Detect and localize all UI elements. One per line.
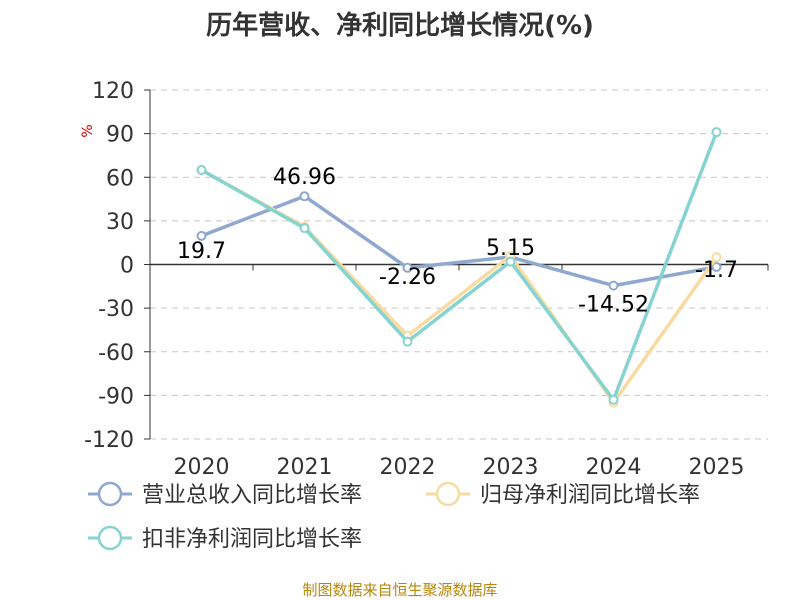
y-tick-label: -60 [98, 341, 134, 366]
y-tick-label: 90 [106, 123, 134, 148]
x-tick-label: 2025 [689, 455, 745, 480]
legend-label: 营业总收入同比增长率 [142, 483, 362, 508]
series-group [196, 127, 722, 408]
y-tick-label: 120 [92, 79, 134, 104]
source-note: 制图数据来自恒生聚源数据库 [302, 581, 497, 599]
legend-label: 扣非净利润同比增长率 [142, 527, 362, 552]
y-tick-label: -120 [84, 428, 134, 453]
y-tick-label: 30 [106, 210, 134, 235]
grid [150, 89, 768, 440]
data-point [299, 223, 310, 234]
legend-item-2[interactable]: 归母净利润同比增长率 [426, 481, 700, 508]
chart-title: 历年营收、净利同比增长情况(%) [206, 10, 594, 41]
data-label: -2.26 [379, 265, 436, 290]
y-tick-label: -90 [98, 384, 134, 409]
data-label: -14.52 [578, 293, 649, 318]
y-tick-label: -30 [98, 297, 134, 322]
x-tick-label: 2022 [380, 455, 436, 480]
data-point [711, 127, 722, 138]
data-point [711, 261, 722, 272]
x-ticks: 2020 2021 2022 2023 2024 2025 [174, 455, 745, 480]
data-point [196, 164, 207, 175]
data-point [402, 336, 413, 347]
data-label: 19.7 [177, 239, 226, 264]
x-tick-label: 2020 [174, 455, 230, 480]
series-line-1 [200, 194, 717, 288]
data-label: 46.96 [273, 165, 336, 190]
data-point [505, 256, 516, 267]
axes [144, 89, 769, 440]
legend-label: 归母净利润同比增长率 [480, 483, 700, 508]
data-label: 5.15 [486, 236, 535, 261]
data-label: -1.7 [695, 258, 738, 283]
legend-marker [97, 481, 123, 507]
legend-marker [97, 525, 123, 551]
legend-item-1[interactable]: 营业总收入同比增长率 [88, 481, 362, 508]
x-tick-label: 2023 [483, 455, 539, 480]
legend-marker [435, 481, 461, 507]
y-tick-label: 60 [106, 166, 134, 191]
y-axis-label: % [80, 124, 96, 137]
x-tick-label: 2021 [277, 455, 333, 480]
series-line-3 [200, 131, 719, 402]
y-ticks: 120 90 60 30 0 -30 -60 -90 -120 [84, 79, 134, 453]
y-tick-label: 0 [120, 254, 134, 279]
x-tick-label: 2024 [586, 455, 642, 480]
legend-item-3[interactable]: 扣非净利润同比增长率 [88, 525, 362, 552]
data-point [711, 252, 722, 263]
data-point [299, 191, 310, 202]
data-point [608, 394, 619, 405]
data-point [608, 280, 619, 291]
data-point [402, 262, 413, 273]
data-point [196, 230, 207, 241]
data-labels: 19.7 46.96 -2.26 5.15 -14.52 -1.7 [177, 165, 738, 317]
